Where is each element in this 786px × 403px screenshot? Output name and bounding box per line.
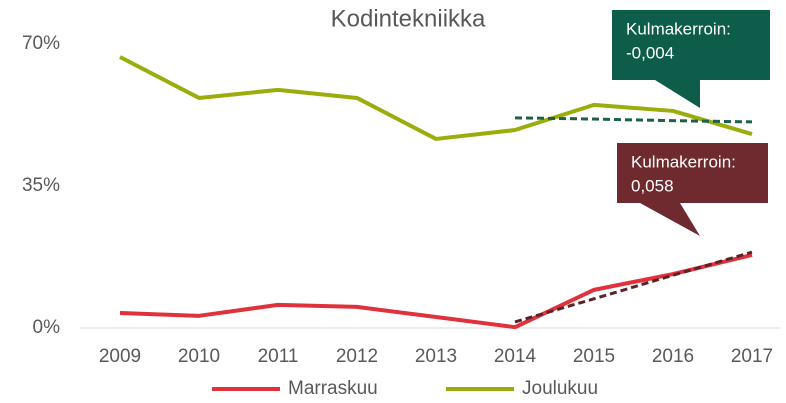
annotation-text: -0,004: [626, 43, 674, 62]
annotation-pointer: [640, 203, 700, 236]
annotation-text: 0,058: [631, 176, 674, 195]
trend-line: [514, 250, 753, 324]
annotation: Kulmakerroin: -0,004: [612, 10, 770, 108]
x-tick-label: 2015: [573, 346, 615, 367]
series-line: [119, 253, 753, 330]
series-line: [119, 55, 753, 141]
annotation-box: [617, 143, 768, 203]
trend-line: [514, 116, 753, 124]
x-tick-label: 2009: [99, 346, 141, 367]
x-tick-label: 2013: [415, 346, 457, 367]
annotation: Kulmakerroin: 0,058: [617, 143, 768, 236]
y-tick-label: 70%: [22, 33, 60, 54]
x-tick-label: 2016: [652, 346, 694, 367]
x-tick-label: 2014: [494, 346, 537, 367]
x-tick-label: 2017: [731, 346, 773, 367]
legend-label: Joulukuu: [522, 378, 598, 399]
x-tick-label: 2012: [336, 346, 378, 367]
x-tick-label: 2010: [178, 346, 220, 367]
annotation-text: Kulmakerroin:: [626, 19, 731, 38]
y-tick-label: 35%: [22, 175, 60, 196]
annotation-text: Kulmakerroin:: [631, 152, 736, 171]
x-tick-label: 2011: [258, 346, 299, 367]
chart-title: Kodintekniikka: [331, 5, 486, 32]
legend-label: Marraskuu: [288, 378, 378, 399]
y-tick-label: 0%: [33, 317, 61, 338]
annotation-box: [612, 10, 770, 80]
annotation-pointer: [655, 80, 700, 108]
